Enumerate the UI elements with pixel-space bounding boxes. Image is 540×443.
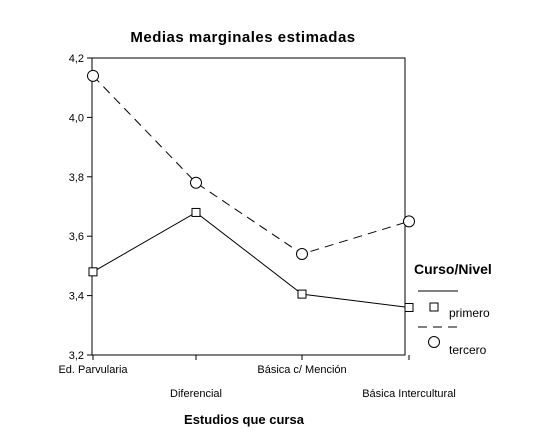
y-tick-label: 3,8	[69, 172, 84, 184]
point-tercero	[87, 69, 99, 82]
y-axis: 4,2 4,0 3,8 3,6 3,4 3,2	[69, 53, 92, 362]
legend-title: Curso/Nivel	[414, 261, 492, 277]
legend-marker-tercero	[428, 336, 440, 348]
y-tick-label: 3,6	[69, 231, 84, 243]
point-tercero	[190, 176, 202, 189]
series-layer	[87, 69, 415, 312]
series-line-tercero	[92, 75, 410, 255]
legend-label-tercero: tercero	[449, 343, 487, 357]
chart-title: Medias marginales estimadas	[130, 29, 355, 46]
y-tick-label: 4,0	[69, 112, 84, 124]
legend-marker-primero	[429, 302, 439, 312]
point-tercero	[296, 248, 308, 261]
point-primero	[88, 267, 98, 277]
x-tick-label: Ed. Parvularia	[58, 364, 128, 376]
x-tick-label: Básica Intercultural	[362, 388, 456, 400]
y-tick-label: 3,4	[69, 291, 84, 303]
x-tick-label: Diferencial	[170, 388, 222, 400]
y-tick-label: 4,2	[69, 53, 84, 65]
plot-frame	[91, 57, 406, 356]
legend-label-primero: primero	[449, 306, 490, 320]
point-primero	[404, 302, 414, 312]
y-tick-label: 3,2	[69, 350, 84, 362]
x-axis: Ed. Parvularia Diferencial Básica c/ Menci…	[58, 355, 456, 400]
x-axis-label: Estudios que cursa	[184, 412, 305, 427]
legend: Curso/Nivel primero tercero	[414, 261, 492, 357]
series-line-primero	[92, 211, 410, 308]
point-primero	[297, 289, 307, 299]
point-tercero	[403, 215, 415, 228]
point-primero	[191, 207, 201, 217]
x-tick-label: Básica c/ Mención	[257, 364, 346, 376]
